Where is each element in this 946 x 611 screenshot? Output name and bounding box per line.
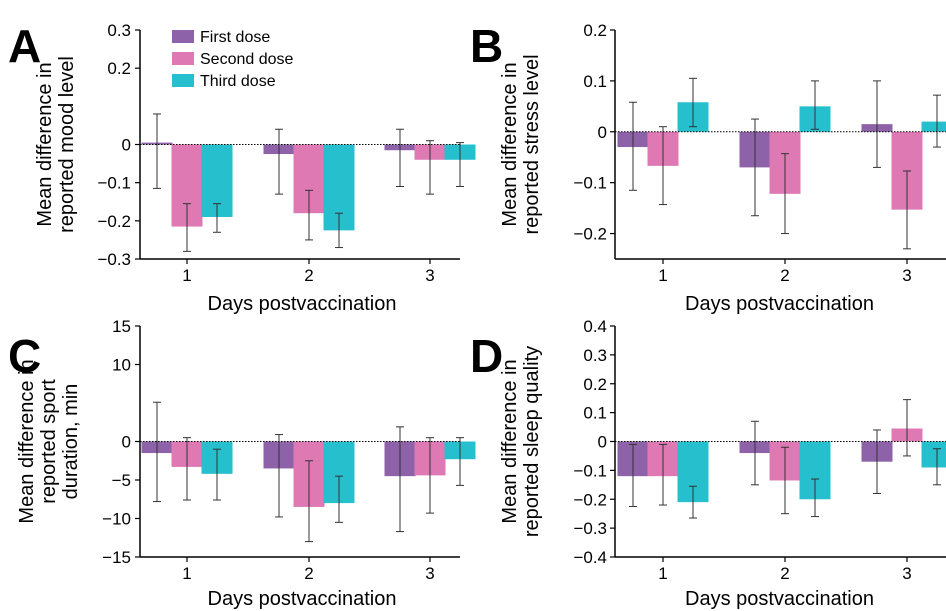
x-tick-label: 1 — [182, 564, 191, 583]
panel-letter: C — [8, 330, 41, 382]
chart-panel-a: A −0.3 −0.2 −0.1 0 0.2 0.3 1 2 3 Days postvaccinat… — [8, 20, 476, 315]
y-tick-label: −0.1 — [573, 174, 607, 193]
x-tick-label: 3 — [425, 564, 434, 583]
y-axis-title-line: Mean difference in — [34, 62, 56, 226]
y-tick-label: −0.1 — [573, 461, 607, 480]
y-axis-title-line: reported mood level — [56, 56, 78, 233]
x-tick-label: 1 — [658, 564, 667, 583]
x-tick-label: 1 — [658, 266, 667, 285]
bar-third-dose-day-3 — [921, 441, 946, 468]
chart-panel-b: B −0.2 −0.1 0 0.1 0.2 1 2 3 Days postvaccination M… — [470, 20, 946, 315]
y-axis-title-line: reported stress level — [521, 54, 543, 234]
x-tick-label: 3 — [902, 564, 911, 583]
y-axis-title: Mean difference inreported sportduration… — [16, 359, 82, 523]
chart-panel-d: D −0.4 −0.3 −0.2 −0.1 0 0.1 0.2 0.3 0.4 1 2 3 Days po… — [470, 317, 946, 610]
y-tick-label: −10 — [102, 510, 131, 529]
y-axis-title: Mean difference inreported stress level — [499, 54, 543, 234]
y-tick-label: 0 — [598, 433, 607, 452]
y-tick-label: 15 — [112, 317, 131, 336]
y-tick-label: 0.2 — [107, 59, 131, 78]
y-tick-label: 0.3 — [583, 346, 607, 365]
legend-label: First dose — [200, 29, 270, 46]
y-tick-label: −0.3 — [573, 519, 607, 538]
bar-third-dose-day-3 — [921, 121, 946, 132]
y-tick-label: −0.2 — [573, 225, 607, 244]
y-tick-label: −0.2 — [573, 490, 607, 509]
x-tick-label: 2 — [304, 564, 313, 583]
y-axis-title-line: reported sport — [38, 379, 60, 504]
legend-swatch — [172, 74, 194, 87]
legend: First dose Second dose Third dose — [172, 29, 294, 90]
x-tick-label: 3 — [902, 266, 911, 285]
panel-letter: A — [8, 20, 41, 72]
y-tick-label: 0.2 — [583, 375, 607, 394]
y-tick-label: −0.1 — [97, 174, 131, 193]
y-tick-label: 0.1 — [583, 404, 607, 423]
panel-letter: B — [470, 20, 503, 72]
y-tick-label: −5 — [112, 471, 131, 490]
y-tick-label: −0.4 — [573, 548, 607, 567]
y-axis-title-line: Mean difference in — [16, 359, 38, 523]
legend-swatch — [172, 30, 194, 43]
y-tick-label: 0 — [122, 136, 131, 155]
y-tick-label: 0 — [122, 433, 131, 452]
y-axis-title-line: reported sleep quality — [521, 346, 543, 537]
legend-label: Second dose — [200, 51, 294, 68]
y-axis-title-line: Mean difference in — [499, 359, 521, 523]
y-tick-label: 10 — [112, 356, 131, 375]
x-axis-title: Days postvaccination — [685, 293, 874, 315]
legend-label: Third dose — [200, 73, 276, 90]
x-axis-title: Days postvaccination — [208, 293, 397, 315]
y-axis-title: Mean difference inreported mood level — [34, 56, 78, 233]
legend-swatch — [172, 52, 194, 65]
x-tick-label: 1 — [182, 266, 191, 285]
y-axis-title-line: duration, min — [60, 384, 82, 500]
x-axis-title: Days postvaccination — [685, 588, 874, 610]
x-tick-label: 2 — [780, 266, 789, 285]
y-tick-label: −0.2 — [97, 212, 131, 231]
y-tick-label: −0.3 — [97, 250, 131, 269]
x-axis-title: Days postvaccination — [208, 588, 397, 610]
y-tick-label: 0.1 — [583, 72, 607, 91]
panel-letter: D — [470, 330, 503, 382]
y-tick-label: 0 — [598, 123, 607, 142]
y-axis-title: Mean difference inreported sleep quality — [499, 346, 543, 537]
y-tick-label: 0.3 — [107, 21, 131, 40]
y-tick-label: −15 — [102, 548, 131, 567]
x-tick-label: 3 — [425, 266, 434, 285]
y-axis-title-line: Mean difference in — [499, 62, 521, 226]
y-tick-label: 0.4 — [583, 317, 607, 336]
chart-panel-c: C −15 −10 −5 0 10 15 1 2 3 Days postvaccination Mea… — [8, 317, 476, 610]
x-tick-label: 2 — [780, 564, 789, 583]
y-tick-label: 0.2 — [583, 21, 607, 40]
x-tick-label: 2 — [304, 266, 313, 285]
